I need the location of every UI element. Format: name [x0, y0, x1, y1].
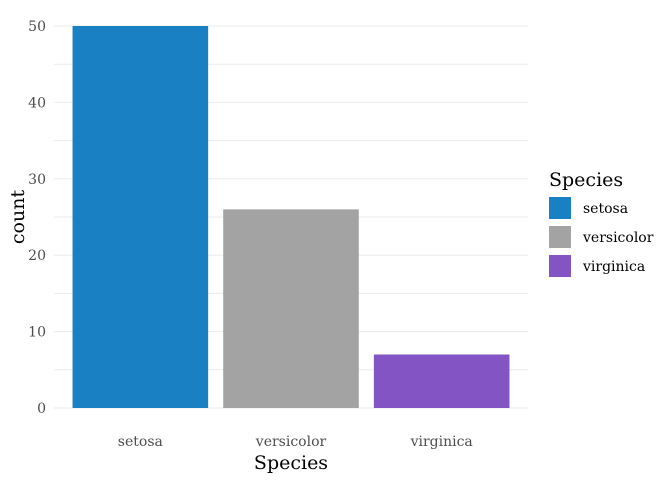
legend-label-virginica: virginica [582, 259, 645, 275]
bar-virginica [373, 354, 510, 408]
x-axis-title: Species [254, 452, 328, 474]
legend-swatch-versicolor [549, 226, 571, 248]
x-tick-label: setosa [118, 434, 163, 450]
y-tick-label: 20 [28, 248, 46, 264]
x-tick-label: virginica [410, 434, 473, 450]
y-tick-label: 30 [28, 172, 46, 188]
y-tick-label: 10 [28, 325, 46, 341]
legend-swatch-setosa [549, 197, 571, 219]
y-tick-labels: 0 10 20 30 40 50 [28, 19, 46, 417]
y-tick-label: 50 [28, 19, 46, 35]
y-tick-label: 0 [37, 401, 46, 417]
bar-versicolor [223, 209, 359, 408]
x-tick-labels: setosa versicolor virginica [118, 434, 473, 450]
x-tick-label: versicolor [255, 434, 327, 450]
bars [72, 26, 510, 408]
legend-label-versicolor: versicolor [582, 230, 654, 246]
legend-title: Species [549, 169, 623, 191]
legend-swatch-virginica [549, 255, 571, 277]
legend: Species setosa versicolor virginica [549, 169, 654, 277]
legend-label-setosa: setosa [583, 201, 628, 217]
bar-setosa [72, 26, 209, 408]
y-tick-label: 40 [28, 95, 46, 111]
y-axis-title: count [7, 190, 29, 245]
